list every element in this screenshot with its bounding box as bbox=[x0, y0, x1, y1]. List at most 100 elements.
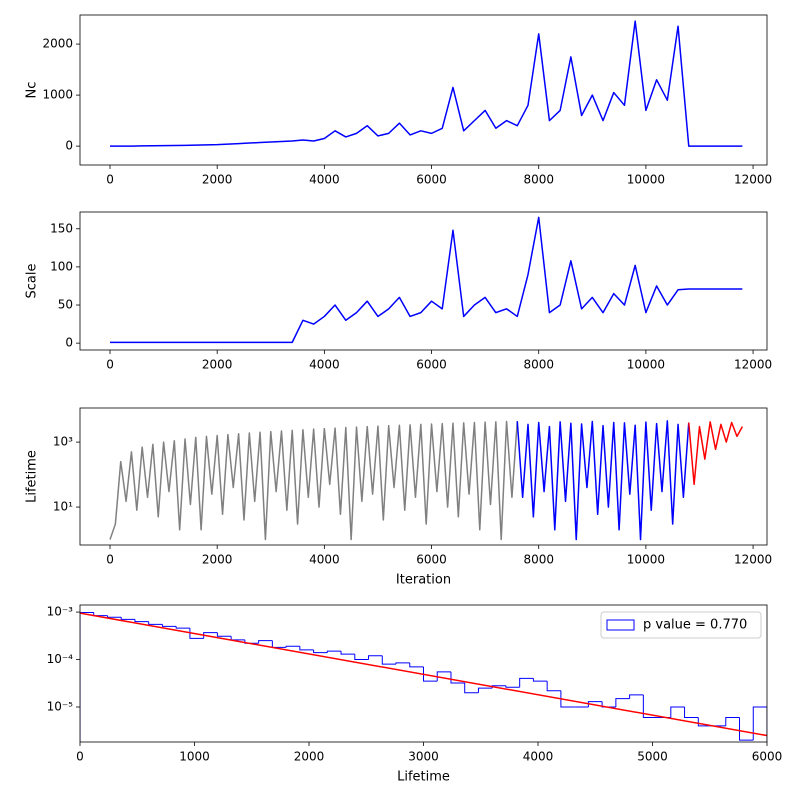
hist-bin bbox=[258, 640, 273, 644]
legend-swatch bbox=[606, 619, 635, 631]
hist-bin bbox=[381, 655, 397, 665]
hist-bin bbox=[395, 662, 410, 665]
x-tick-label: 0 bbox=[106, 358, 114, 372]
axes-frame bbox=[79, 211, 768, 351]
y-axis-label: Scale bbox=[25, 264, 40, 299]
hist-bin bbox=[313, 649, 328, 654]
x-tick-label: 4000 bbox=[523, 750, 554, 764]
x-tick-label: 2000 bbox=[202, 553, 233, 567]
y-tick-label: 50 bbox=[58, 298, 73, 312]
hist-bin bbox=[752, 706, 767, 742]
hist-bin bbox=[120, 617, 135, 620]
y-tick-label: 150 bbox=[50, 221, 73, 235]
x-tick-label: 5000 bbox=[637, 750, 668, 764]
x-tick-label: 6000 bbox=[416, 358, 447, 372]
y-tick-label: 100 bbox=[50, 259, 73, 273]
hist-bin bbox=[601, 701, 616, 708]
x-tick-label: 8000 bbox=[523, 358, 554, 372]
hist-bin bbox=[684, 706, 699, 719]
hist-bin bbox=[80, 611, 94, 742]
hist-bin bbox=[450, 671, 465, 684]
x-tick-label: 8000 bbox=[523, 173, 554, 187]
x-tick-label: 2000 bbox=[202, 358, 233, 372]
legend-box bbox=[600, 611, 762, 639]
hist-bin bbox=[642, 694, 658, 719]
hist-bin bbox=[615, 698, 630, 707]
y-tick-label: 0 bbox=[65, 336, 73, 350]
hist-bin bbox=[464, 683, 479, 694]
hist-bin bbox=[546, 681, 561, 692]
hist-bin bbox=[354, 654, 369, 661]
axes-frame bbox=[79, 14, 768, 166]
hist-bin bbox=[629, 694, 644, 699]
plot-area bbox=[109, 420, 744, 541]
hist-bin bbox=[587, 701, 603, 707]
y-tick-label: 1000 bbox=[42, 88, 73, 102]
x-tick-label: 2000 bbox=[294, 750, 325, 764]
y-tick-label: 10⁻³ bbox=[47, 605, 74, 619]
x-tick-label: 12000 bbox=[734, 553, 772, 567]
x-tick-label: 8000 bbox=[523, 553, 554, 567]
hist-bin bbox=[423, 666, 438, 682]
x-axis-label: Iteration bbox=[396, 573, 451, 588]
hist-bin bbox=[189, 628, 204, 639]
x-axis-label: Lifetime bbox=[397, 770, 450, 785]
x-tick-label: 0 bbox=[106, 553, 114, 567]
x-tick-label: 6000 bbox=[416, 173, 447, 187]
x-tick-label: 12000 bbox=[734, 358, 772, 372]
y-tick-label: 2000 bbox=[42, 37, 73, 51]
x-tick-label: 6000 bbox=[416, 553, 447, 567]
y-axis-label: Lifetime bbox=[25, 450, 40, 503]
x-tick-label: 0 bbox=[76, 750, 84, 764]
axes-frame bbox=[79, 604, 768, 743]
x-tick-label: 4000 bbox=[309, 553, 340, 567]
x-tick-label: 6000 bbox=[752, 750, 783, 764]
hist-bin bbox=[340, 651, 355, 655]
hist-bin bbox=[175, 626, 190, 629]
hist-bin bbox=[436, 671, 451, 682]
hist-bin bbox=[216, 632, 232, 637]
hist-bin bbox=[148, 621, 163, 625]
hist-bin bbox=[697, 717, 713, 727]
hist-bin bbox=[106, 615, 122, 618]
fit-line bbox=[80, 612, 767, 737]
x-tick-label: 4000 bbox=[309, 358, 340, 372]
hist-bin bbox=[560, 690, 575, 708]
x-tick-label: 10000 bbox=[627, 553, 665, 567]
data-line bbox=[109, 420, 519, 541]
x-tick-label: 3000 bbox=[408, 750, 439, 764]
hist-bin bbox=[299, 646, 314, 651]
hist-bin bbox=[161, 624, 177, 627]
hist-bin bbox=[519, 677, 534, 688]
hist-bin bbox=[739, 717, 754, 741]
data-line bbox=[110, 216, 743, 344]
y-tick-label: 10³ bbox=[53, 435, 73, 449]
plot-area bbox=[110, 216, 743, 344]
x-tick-label: 12000 bbox=[734, 173, 772, 187]
x-tick-label: 2000 bbox=[202, 173, 233, 187]
data-line bbox=[110, 20, 743, 147]
legend-label: p value = 0.770 bbox=[643, 618, 747, 633]
y-tick-label: 10⁻⁵ bbox=[47, 699, 74, 713]
x-tick-label: 4000 bbox=[309, 173, 340, 187]
x-tick-label: 10000 bbox=[627, 358, 665, 372]
y-tick-label: 10¹ bbox=[53, 500, 73, 514]
hist-bin bbox=[244, 639, 259, 644]
data-line bbox=[516, 420, 690, 541]
hist-bin bbox=[368, 655, 383, 660]
y-tick-label: 10⁻⁴ bbox=[47, 652, 74, 666]
y-axis-label: Nc bbox=[25, 82, 40, 99]
x-tick-label: 1000 bbox=[179, 750, 210, 764]
hist-bin bbox=[409, 662, 424, 668]
hist-bin bbox=[477, 687, 493, 693]
x-tick-label: 0 bbox=[106, 173, 114, 187]
x-tick-label: 10000 bbox=[627, 173, 665, 187]
plot-area bbox=[80, 611, 767, 742]
hist-bin bbox=[285, 645, 300, 648]
hist-bin bbox=[532, 678, 548, 682]
hist-bin bbox=[134, 619, 149, 623]
plot-area bbox=[110, 20, 743, 147]
